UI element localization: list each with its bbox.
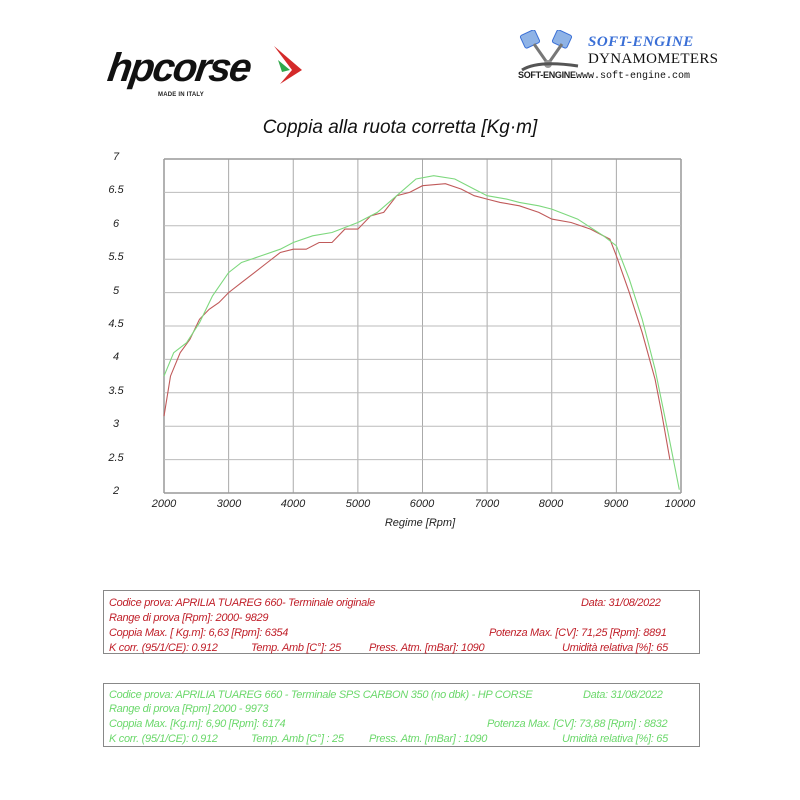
plot-grid xyxy=(163,158,682,494)
x-tick: 9000 xyxy=(603,498,629,510)
test-rpm-range: Range di prova [Rpm] 2000 - 9973 xyxy=(109,703,269,715)
y-tick: 5.5 xyxy=(108,251,124,263)
soft-engine-url: www.soft-engine.com xyxy=(576,71,691,82)
x-tick: 8000 xyxy=(538,498,564,510)
y-tick: 6 xyxy=(112,218,120,230)
y-tick: 3.5 xyxy=(108,385,124,397)
test-rpm-range: Range di prova [Rpm]: 2000- 9829 xyxy=(109,612,269,624)
test-temperature: Temp. Amb [C°] : 25 xyxy=(251,733,344,745)
hpcorse-chevron-icon xyxy=(274,46,302,84)
x-tick: 6000 xyxy=(409,498,435,510)
y-tick: 2.5 xyxy=(108,452,124,464)
chart-title: Coppia alla ruota corretta [Kg·m] xyxy=(262,117,538,138)
x-tick: 7000 xyxy=(474,498,500,510)
y-tick: 5 xyxy=(112,285,120,297)
test-pressure: Press. Atm. [mBar]: 1090 xyxy=(369,642,485,654)
test-max-power: Potenza Max. [CV]: 73,88 [Rpm] : 8832 xyxy=(487,718,668,730)
soft-engine-emblem-text: SOFT-ENGINE xyxy=(518,70,576,80)
hpcorse-wordmark: hpcorse xyxy=(104,46,253,90)
test-max-torque: Coppia Max. [ Kg.m]: 6,63 [Rpm]: 6354 xyxy=(109,627,289,639)
y-tick: 7 xyxy=(112,151,120,163)
soft-engine-subtitle: DYNAMOMETERS xyxy=(588,51,719,67)
test-temperature: Temp. Amb [C°]: 25 xyxy=(251,642,341,654)
y-tick: 2 xyxy=(112,485,120,497)
series-original-line xyxy=(163,183,671,460)
test-date: Data: 31/08/2022 xyxy=(581,597,661,609)
test-humidity: Umidità relativa [%]: 65 xyxy=(562,733,668,745)
x-tick: 3000 xyxy=(216,498,242,510)
hpcorse-logo: hpcorse MADE IN ITALY xyxy=(100,38,310,98)
test-code: Codice prova: APRILIA TUAREG 660 - Termi… xyxy=(109,689,533,701)
soft-engine-logo: SOFT-ENGINE DYNAMOMETERS SOFT-ENGINE www… xyxy=(510,30,718,100)
x-axis-label: Regime [Rpm] xyxy=(384,517,456,529)
test-humidity: Umidità relativa [%]: 65 xyxy=(562,642,668,654)
series-hpcorse-line xyxy=(163,175,680,490)
y-tick: 4.5 xyxy=(108,318,124,330)
y-tick: 4 xyxy=(112,351,120,363)
test-code: Codice prova: APRILIA TUAREG 660- Termin… xyxy=(109,597,375,609)
test-date: Data: 31/08/2022 xyxy=(583,689,663,701)
test-max-power: Potenza Max. [CV]: 71,25 [Rpm]: 8891 xyxy=(489,627,667,639)
x-tick: 4000 xyxy=(280,498,306,510)
hpcorse-tagline: MADE IN ITALY xyxy=(158,92,204,98)
x-tick: 2000 xyxy=(151,498,177,510)
y-tick: 3 xyxy=(112,418,120,430)
test-max-torque: Coppia Max. [Kg.m]: 6,90 [Rpm]: 6174 xyxy=(109,718,286,730)
test-info-hpcorse: Codice prova: APRILIA TUAREG 660 - Termi… xyxy=(103,683,700,747)
test-info-original: Codice prova: APRILIA TUAREG 660- Termin… xyxy=(103,590,700,654)
test-kcorr: K corr. (95/1/CE): 0.912 xyxy=(109,642,218,654)
x-tick: 10000 xyxy=(664,498,696,510)
torque-plot xyxy=(163,158,682,494)
soft-engine-title: SOFT-ENGINE xyxy=(588,34,694,50)
test-kcorr: K corr. (95/1/CE): 0.912 xyxy=(109,733,218,745)
x-tick: 5000 xyxy=(345,498,371,510)
piston-emblem-icon xyxy=(519,30,579,72)
y-tick: 6.5 xyxy=(108,184,124,196)
test-pressure: Press. Atm. [mBar] : 1090 xyxy=(369,733,488,745)
